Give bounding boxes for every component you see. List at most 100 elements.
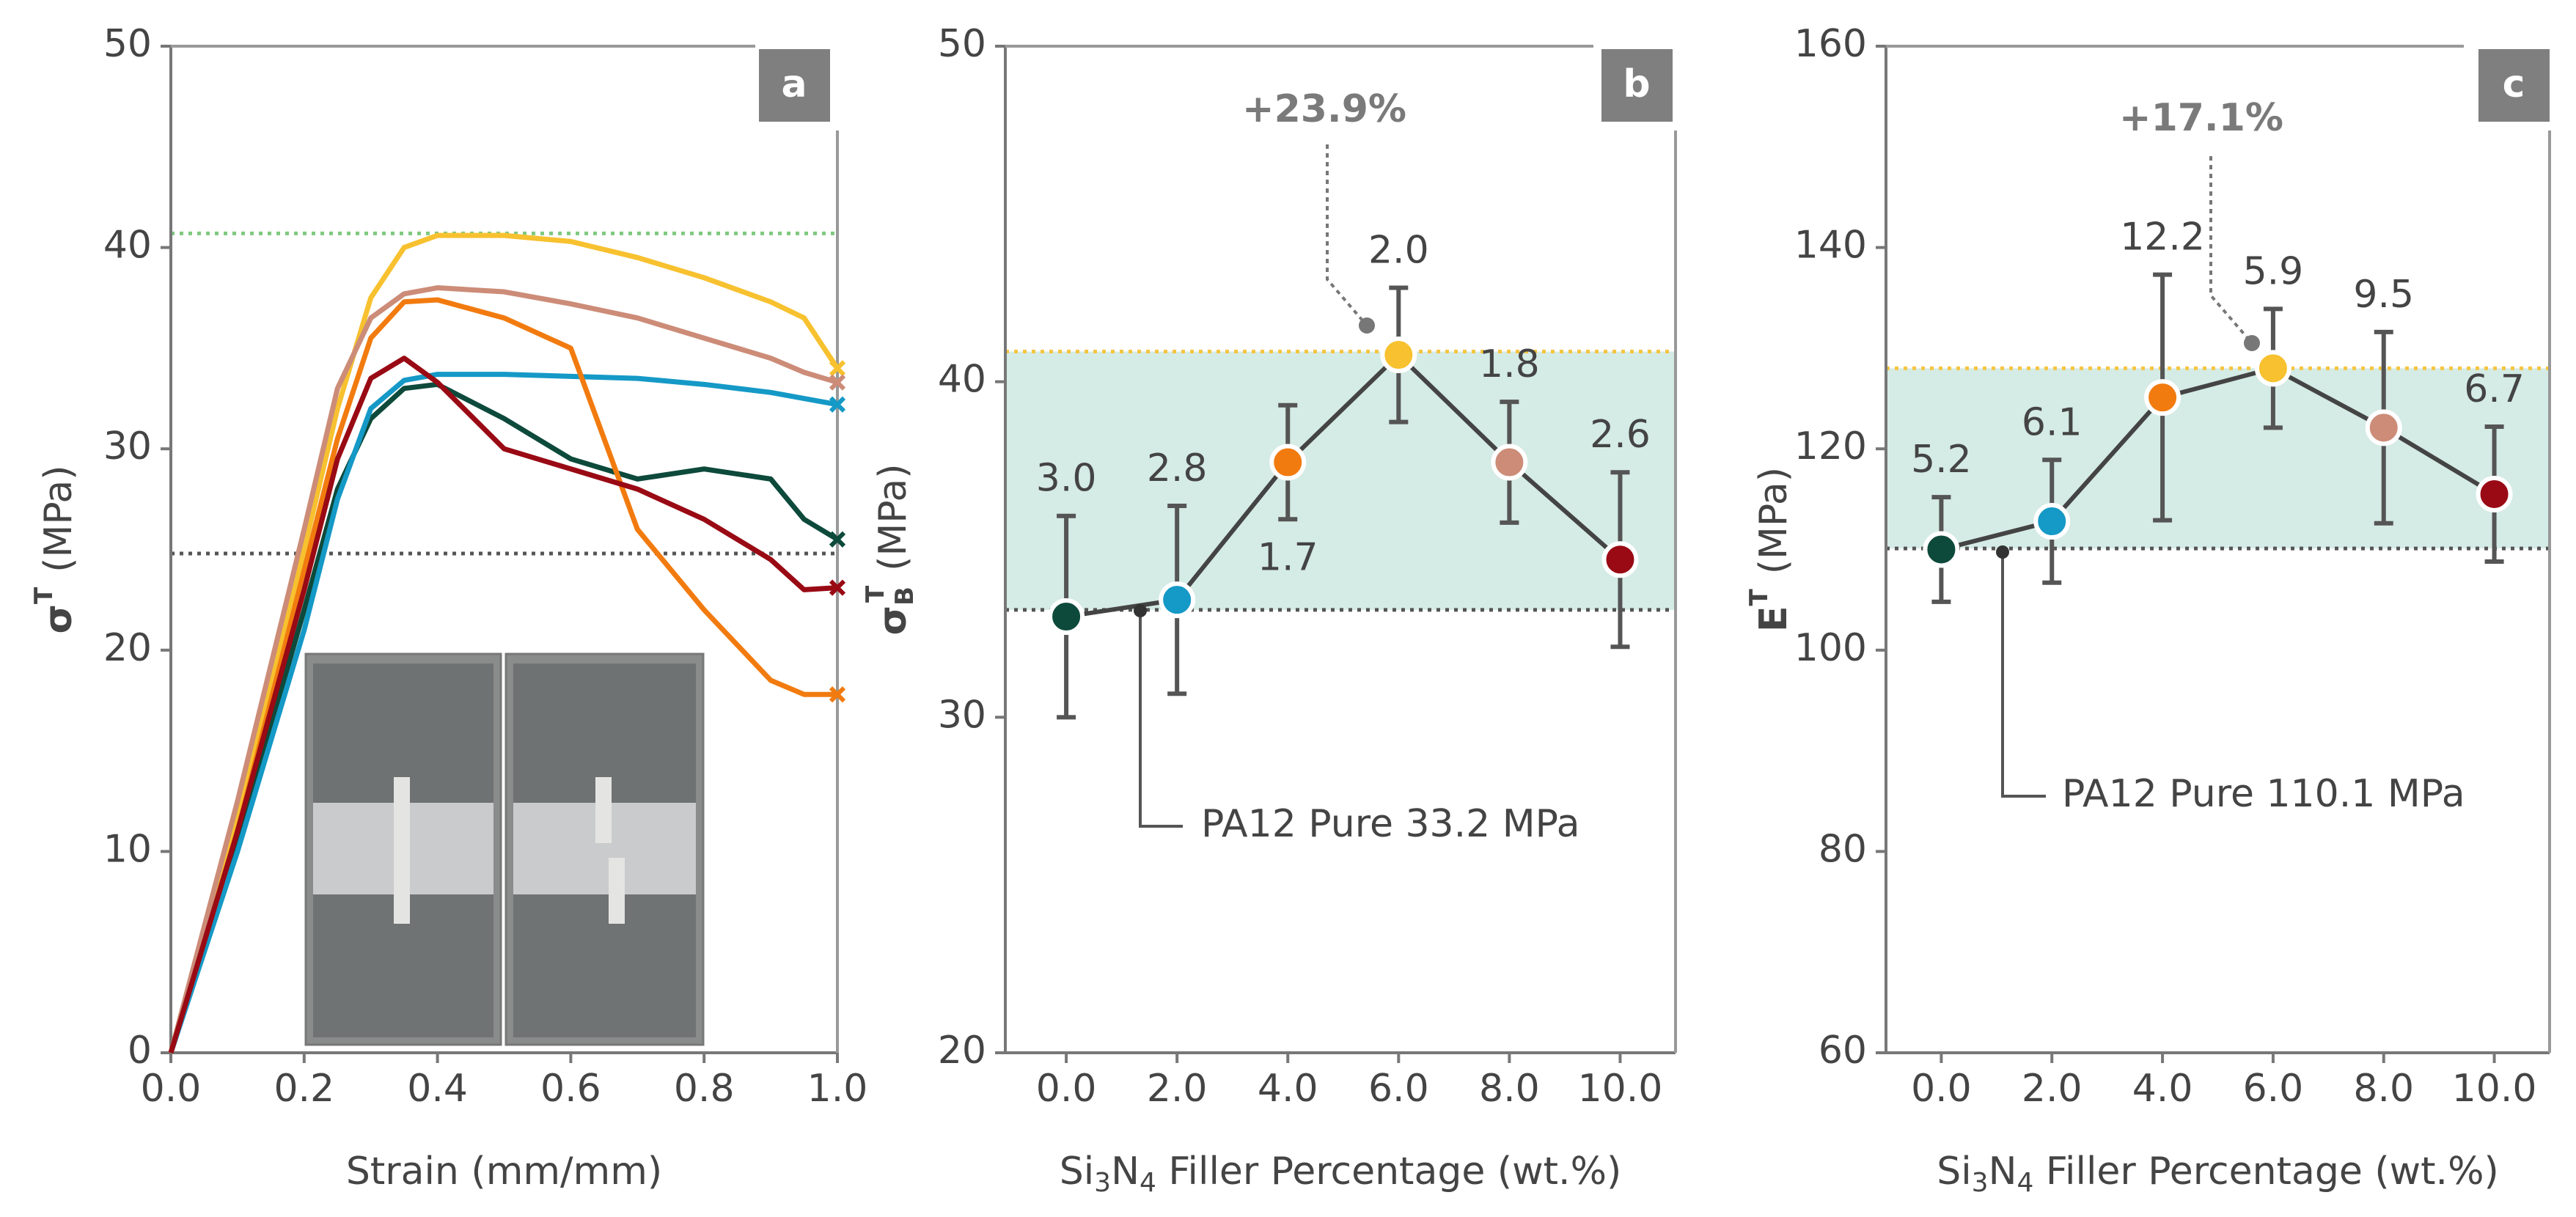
x-axis-label: Strain (mm/mm) (346, 1150, 662, 1194)
stress-strain-curve (168, 372, 838, 1054)
data-point (1923, 531, 1960, 568)
shaded-band (1005, 351, 1676, 610)
x-label-sub: 3 (1972, 1168, 1989, 1198)
pure-dot (1134, 604, 1147, 617)
break-marker (829, 396, 846, 413)
stress-strain-curve (168, 356, 838, 1054)
x-tick-label: 1.0 (807, 1067, 868, 1111)
percent-annotation: +23.9% (1242, 87, 1406, 131)
error-label: 9.5 (2353, 273, 2414, 317)
pure-leader (1139, 611, 1183, 828)
x-tick-label: 0.8 (674, 1067, 735, 1111)
x-tick-label: 10.0 (2452, 1067, 2537, 1111)
y-tick-label: 20 (938, 1029, 986, 1073)
break-marker (829, 531, 846, 548)
y-tick-label: 160 (1794, 22, 1867, 66)
data-point (1380, 337, 1417, 374)
x-tick-label: 4.0 (2132, 1067, 2193, 1111)
panel-label-box (2478, 49, 2550, 122)
x-axis-label: Si3N4 Filler Percentage (wt.%) (1060, 1150, 1622, 1198)
x-tick-label: 2.0 (2022, 1067, 2083, 1111)
data-point (2144, 379, 2181, 416)
leader-dot (1359, 317, 1375, 334)
error-label: 3.0 (1036, 457, 1097, 501)
data-point (1601, 541, 1639, 578)
x-tick-label: 10.0 (1578, 1067, 1663, 1111)
connecting-line (1065, 351, 1622, 619)
error-label: 1.8 (1479, 342, 1540, 386)
x-tick-label: 8.0 (1479, 1067, 1540, 1111)
y-tick-label: 80 (1819, 827, 1867, 871)
data-point (2476, 475, 2513, 512)
leader-dot (2244, 335, 2260, 351)
data-point (1048, 598, 1085, 636)
x-tick-label: 6.0 (1368, 1067, 1429, 1111)
x-tick-label: 2.0 (1147, 1067, 1208, 1111)
grip-bottom (513, 894, 696, 1037)
specimen (394, 777, 410, 924)
y-tick-label: 20 (103, 626, 152, 670)
panel: b 20 30 40 50 0.0 2.0 4.0 6.0 8.0 10.0 Si3N4 Filler… (861, 22, 1677, 1198)
error-label: 6.7 (2464, 367, 2525, 411)
x-label-part: N (1989, 1150, 2017, 1194)
x-tick-label: 0.0 (141, 1067, 202, 1111)
break-marker (829, 360, 846, 377)
inset-photo (304, 652, 705, 1046)
error-label: 5.9 (2243, 249, 2304, 293)
percent-annotation: +17.1% (2119, 96, 2283, 140)
pure-annotation: PA12 Pure 33.2 MPa (1201, 802, 1580, 846)
y-label-unit: (MPa) (37, 465, 81, 572)
x-label-part: Filler Percentage (wt.%) (2033, 1150, 2498, 1194)
stress-strain-curve (168, 297, 837, 1054)
y-tick-label: 0 (128, 1029, 152, 1073)
specimen-broken (609, 858, 625, 924)
y-label-sup: T (1744, 589, 1774, 606)
error-label: 6.1 (2022, 400, 2083, 444)
break-marker (829, 374, 846, 391)
panel-label: c (2503, 62, 2525, 106)
error-label: 2.6 (1590, 413, 1651, 457)
y-axis-label: σT (MPa) (29, 465, 81, 633)
panel-label-box (1601, 49, 1673, 122)
x-tick-label: 0.4 (407, 1067, 468, 1111)
y-label-sub: B (890, 587, 920, 606)
error-label: 5.2 (1911, 438, 1972, 482)
data-point (2365, 409, 2402, 446)
y-tick-label: 10 (103, 827, 152, 871)
panel-label: b (1623, 62, 1650, 106)
y-tick-label: 50 (103, 22, 152, 66)
y-label-unit: (MPa) (871, 464, 915, 571)
panel-label: a (781, 62, 807, 106)
y-tick-label: 100 (1794, 626, 1867, 670)
y-tick-label: 140 (1794, 224, 1867, 268)
x-tick-label: 0.0 (1911, 1067, 1972, 1111)
x-label-part: Strain (mm/mm) (346, 1150, 662, 1194)
stress-strain-curve (168, 232, 840, 1054)
error-label: 2.0 (1368, 229, 1429, 273)
pure-leader (2001, 552, 2046, 798)
x-tick-label: 4.0 (1258, 1067, 1318, 1111)
y-tick-label: 30 (103, 424, 152, 468)
y-label-sup: T (861, 585, 890, 603)
y-tick-label: 30 (938, 693, 986, 737)
y-label-symbol: E (1752, 606, 1796, 633)
panel: a 0 10 20 30 40 50 0.0 0.2 0.4 0.6 0.8 1.0 Strain (mm… (29, 22, 868, 1194)
x-label-part: Si (1937, 1150, 1971, 1194)
y-label-unit: (MPa) (1752, 467, 1796, 574)
panel: c 60 80 100 120 140 160 0.0 2.0 4.0 6.0 8.0 10.0 Si3N… (1744, 22, 2551, 1198)
specimen-broken (595, 777, 612, 843)
x-tick-label: 0.0 (1036, 1067, 1097, 1111)
y-label-sup: T (29, 587, 59, 604)
x-label-sub: 4 (1140, 1168, 1156, 1198)
x-tick-label: 8.0 (2353, 1067, 2414, 1111)
x-label-part: Filler Percentage (wt.%) (1156, 1150, 1621, 1194)
error-label: 1.7 (1258, 535, 1318, 579)
x-label-part: N (1111, 1150, 1140, 1194)
leader-line (1326, 144, 1368, 327)
data-point (1491, 444, 1528, 481)
y-label-symbol: σ (871, 606, 915, 636)
y-label-symbol: σ (37, 604, 81, 634)
break-marker (829, 686, 846, 703)
